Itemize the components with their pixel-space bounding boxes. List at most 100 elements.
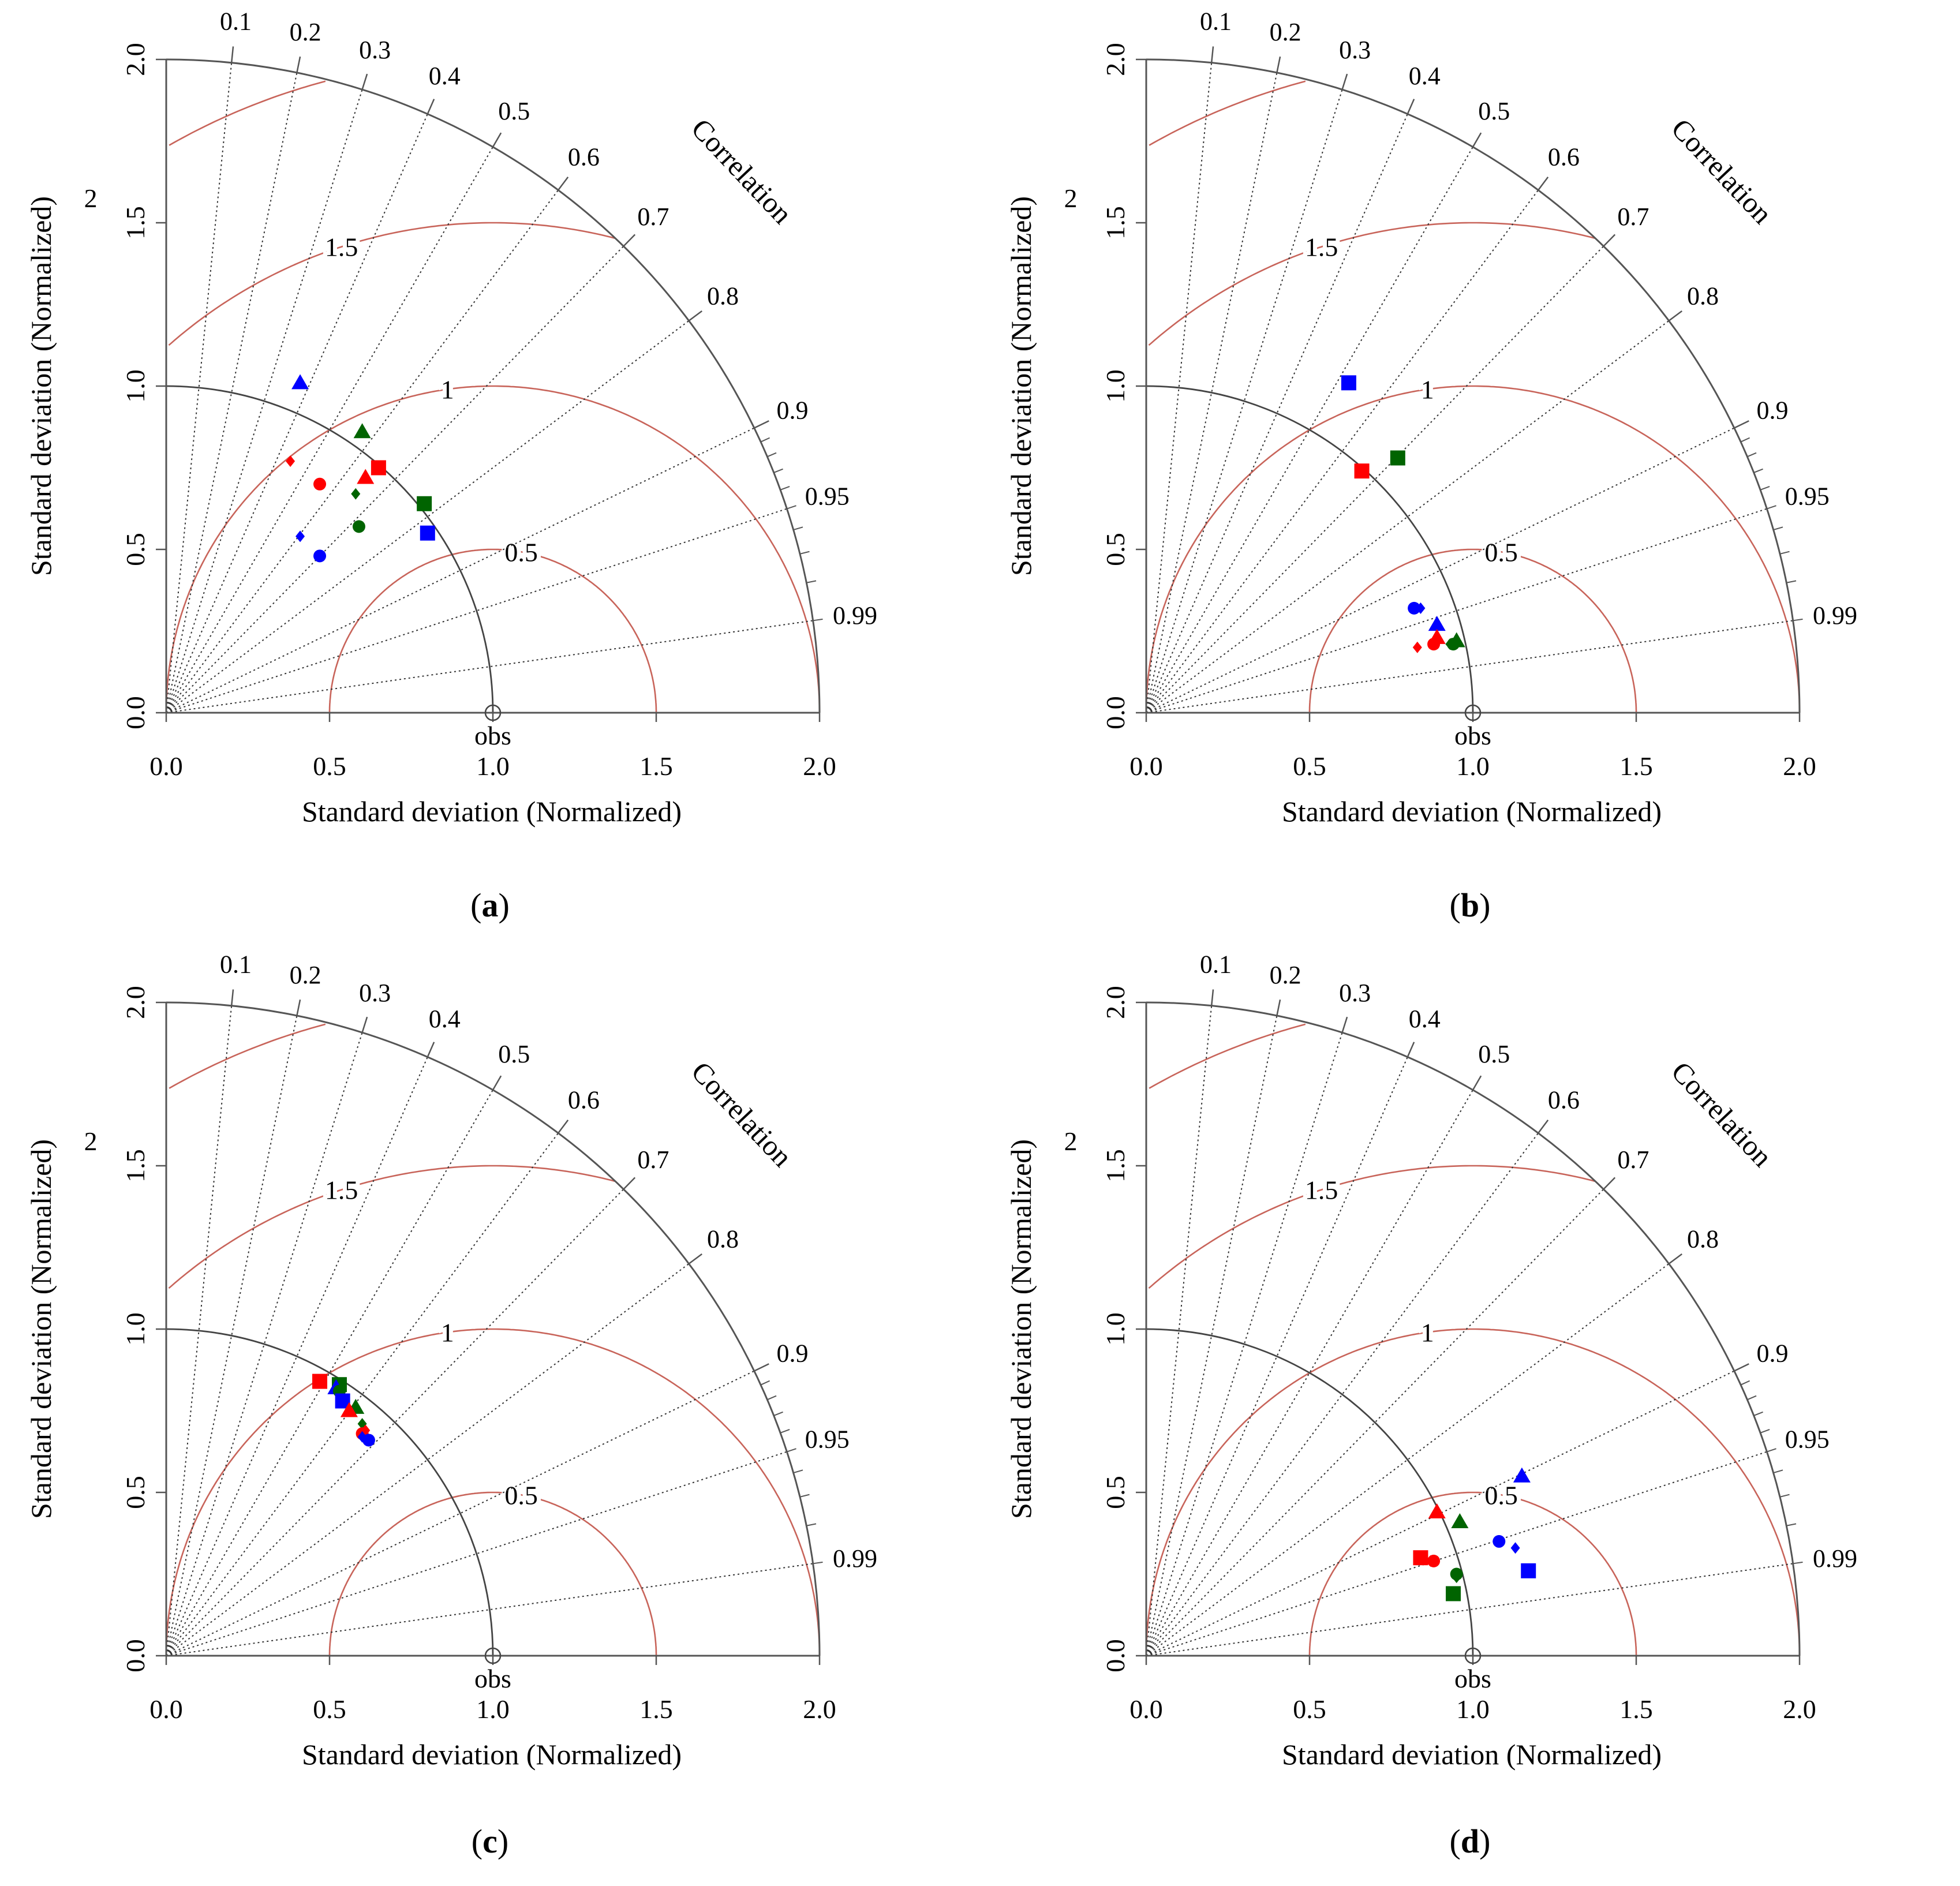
y-tick-label: 0.0 <box>1101 696 1130 729</box>
x-tick-label: 2.0 <box>1783 751 1816 781</box>
point-blue-diamond <box>296 530 305 542</box>
taylor-panel-d: 0.5 1 1.5 2 0.1 0.2 0.3 0.4 0.5 0.6 0.7 0.8 0.9 0.95 0… <box>980 943 1960 1886</box>
taylor-diagram-c: 0.5 1 1.5 2 0.1 0.2 0.3 0.4 0.5 0.6 0.7 0.8 0.9 0.95 0… <box>25 950 877 1771</box>
correlation-tick-minor <box>793 526 803 530</box>
x-tick-label: 1.0 <box>476 751 510 781</box>
rms-contour-1 <box>1145 1328 1801 1656</box>
panel-label: (a) <box>470 886 510 924</box>
y-tick-label: 0.0 <box>1101 1639 1130 1672</box>
correlation-label: 0.4 <box>429 62 461 90</box>
correlation-tick-major <box>1603 1177 1616 1190</box>
correlation-tick-minor <box>806 580 817 583</box>
rms-contour-1 <box>1145 385 1801 713</box>
correlation-tick-major <box>427 1042 435 1058</box>
x-tick-label: 0.5 <box>1293 1694 1326 1724</box>
correlation-tick-minor <box>1786 580 1797 583</box>
rms-label: 2 <box>84 1127 98 1156</box>
x-axis-title: Standard deviation (Normalized) <box>302 795 682 828</box>
y-tick-label: 1.0 <box>121 369 150 403</box>
correlation-label: 0.6 <box>1548 143 1580 171</box>
rms-label: 0.5 <box>504 1480 538 1510</box>
x-tick-label: 2.0 <box>803 1694 836 1724</box>
x-tick-label: 1.5 <box>1619 751 1653 781</box>
correlation-label: 0.99 <box>1813 1544 1857 1573</box>
correlation-label: 0.2 <box>1270 961 1301 989</box>
taylor-diagram-a: 0.5 1 1.5 2 0.1 0.2 0.3 0.4 0.5 0.6 0.7 0.8 0.9 0.95 0… <box>25 7 877 828</box>
outer-arc <box>1146 1001 1801 1656</box>
y-tick-label: 0.0 <box>121 696 150 729</box>
correlation-tick-minor <box>793 1469 803 1473</box>
correlation-label: 0.9 <box>777 1339 809 1368</box>
correlation-label: 0.99 <box>833 601 877 630</box>
correlation-tick-minor <box>1779 551 1790 555</box>
point-red-diamond <box>286 455 296 467</box>
y-tick-label: 0.5 <box>1101 533 1130 566</box>
correlation-tick-major <box>1210 989 1214 1006</box>
point-green-square <box>417 496 432 511</box>
y-axis-title: Standard deviation (Normalized) <box>1005 1139 1037 1519</box>
x-axis-title: Standard deviation (Normalized) <box>1282 1738 1662 1771</box>
rms-label: 1 <box>441 1318 454 1348</box>
correlation-label: 0.99 <box>1813 601 1857 630</box>
x-tick-label: 1.0 <box>1456 1694 1490 1724</box>
y-tick-label: 1.0 <box>1101 369 1130 403</box>
correlation-tick-minor <box>1793 1561 1803 1565</box>
correlation-tick-major <box>754 420 769 429</box>
taylor-panel-b: 0.5 1 1.5 2 0.1 0.2 0.3 0.4 0.5 0.6 0.7 0.8 0.9 0.95 0… <box>980 0 1960 943</box>
correlation-tick-minor <box>799 1494 810 1498</box>
point-blue-square <box>420 525 435 541</box>
rms-contour-1 <box>165 385 821 713</box>
rms-contour-1.5 <box>1148 1165 1595 1289</box>
correlation-label: 0.7 <box>637 203 669 231</box>
rms-label: 1 <box>1421 375 1434 405</box>
correlation-tick-minor <box>1779 1494 1790 1498</box>
rms-label: 2 <box>84 184 98 213</box>
point-green-diamond <box>1445 638 1455 650</box>
rms-contour-1.5 <box>168 222 615 346</box>
x-tick-label: 1.5 <box>639 1694 673 1724</box>
correlation-label: 0.7 <box>637 1146 669 1174</box>
correlation-tick-major <box>1407 99 1415 115</box>
correlation-tick-major <box>623 1177 636 1190</box>
y-tick-label: 1.5 <box>121 1149 150 1183</box>
obs-marker <box>1464 1647 1482 1664</box>
reference-sd-arc <box>1146 1328 1474 1656</box>
correlation-tick-major <box>296 999 301 1016</box>
x-tick-label: 2.0 <box>803 751 836 781</box>
y-tick-label: 1.5 <box>1101 1149 1130 1183</box>
correlation-label: 0.4 <box>1409 1005 1441 1033</box>
obs-label: obs <box>1454 1664 1491 1693</box>
point-green-diamond <box>351 488 361 500</box>
point-red-circle <box>1427 638 1441 651</box>
correlation-label: 0.3 <box>1339 979 1371 1007</box>
y-tick-label: 2.0 <box>1101 986 1130 1019</box>
correlation-tick-major <box>230 46 234 63</box>
y-axis-title: Standard deviation (Normalized) <box>1005 196 1037 576</box>
point-blue-diamond <box>1510 1542 1520 1554</box>
y-tick-label: 1.5 <box>1101 206 1130 240</box>
correlation-tick-major <box>1341 1016 1348 1033</box>
reference-sd-arc <box>166 1328 494 1656</box>
correlation-tick-major <box>1734 1363 1749 1372</box>
correlation-tick-major <box>688 310 702 321</box>
point-red-square <box>1413 1550 1428 1566</box>
point-red-square <box>371 460 386 476</box>
correlation-tick-major <box>1472 132 1482 148</box>
correlation-label: 0.9 <box>1757 396 1789 424</box>
x-tick-label: 0.0 <box>149 751 183 781</box>
correlation-tick-minor <box>1747 452 1757 458</box>
x-tick-label: 0.0 <box>1129 751 1163 781</box>
rms-label: 1.5 <box>1305 1176 1338 1205</box>
obs-label: obs <box>474 721 511 750</box>
y-axis-title: Standard deviation (Normalized) <box>25 196 57 576</box>
correlation-tick-major <box>1538 177 1549 191</box>
obs-marker <box>484 1647 502 1664</box>
correlation-title: Correlation <box>685 1055 799 1173</box>
correlation-label: 0.5 <box>498 1040 530 1068</box>
correlation-label: 0.1 <box>1200 7 1232 35</box>
correlation-label: 0.3 <box>359 36 391 64</box>
point-red-diamond <box>1426 1555 1435 1567</box>
correlation-label: 0.5 <box>1478 97 1510 125</box>
correlation-label: 0.4 <box>1409 62 1441 90</box>
correlation-tick-minor <box>780 1429 790 1434</box>
